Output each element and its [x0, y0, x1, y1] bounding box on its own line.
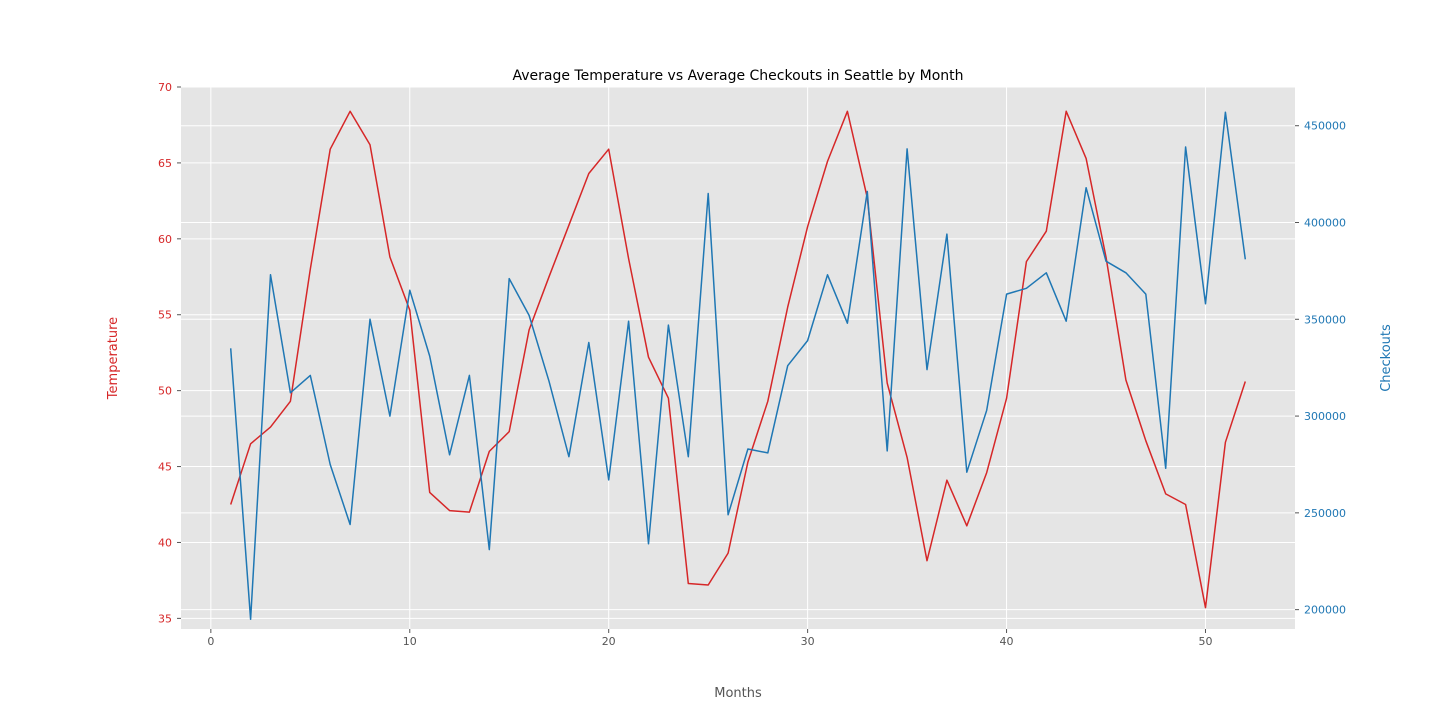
y-axis-right-title: Checkouts	[1379, 324, 1394, 392]
y-left-tick-label: 55	[158, 309, 172, 322]
grid	[181, 86, 1295, 629]
ticks: 0 10 20 30 40 50 35 40 45 50 55 60 65 70 200000 250000 3…	[158, 81, 1346, 648]
y-left-tick-label: 65	[158, 157, 172, 170]
x-tick-label: 30	[801, 635, 815, 648]
y-left-tick-label: 45	[158, 461, 172, 474]
y-right-tick-label: 250000	[1304, 507, 1346, 520]
temperature-series-line	[229, 110, 1247, 609]
y-left-tick-label: 50	[158, 385, 172, 398]
y-right-tick-label: 300000	[1304, 410, 1346, 423]
x-tick-label: 10	[403, 635, 417, 648]
x-tick-label: 40	[1000, 635, 1014, 648]
y-left-tick-label: 60	[158, 233, 172, 246]
x-axis-title: Months	[714, 686, 762, 701]
y-axis-left-title: Temperature	[106, 317, 121, 400]
x-tick-label: 0	[207, 635, 214, 648]
y-right-tick-label: 400000	[1304, 217, 1346, 230]
y-right-tick-label: 200000	[1304, 604, 1346, 617]
y-right-tick-label: 350000	[1304, 313, 1346, 326]
checkouts-series-line	[229, 111, 1247, 621]
y-left-tick-label: 35	[158, 612, 172, 625]
x-tick-label: 50	[1198, 635, 1212, 648]
y-left-tick-label: 40	[158, 536, 172, 549]
y-left-tick-label: 70	[158, 81, 172, 94]
y-right-tick-label: 450000	[1304, 120, 1346, 133]
chart-title: Average Temperature vs Average Checkouts…	[512, 68, 963, 84]
plot-background	[181, 87, 1295, 629]
x-tick-label: 20	[602, 635, 616, 648]
series-lines	[229, 110, 1247, 621]
